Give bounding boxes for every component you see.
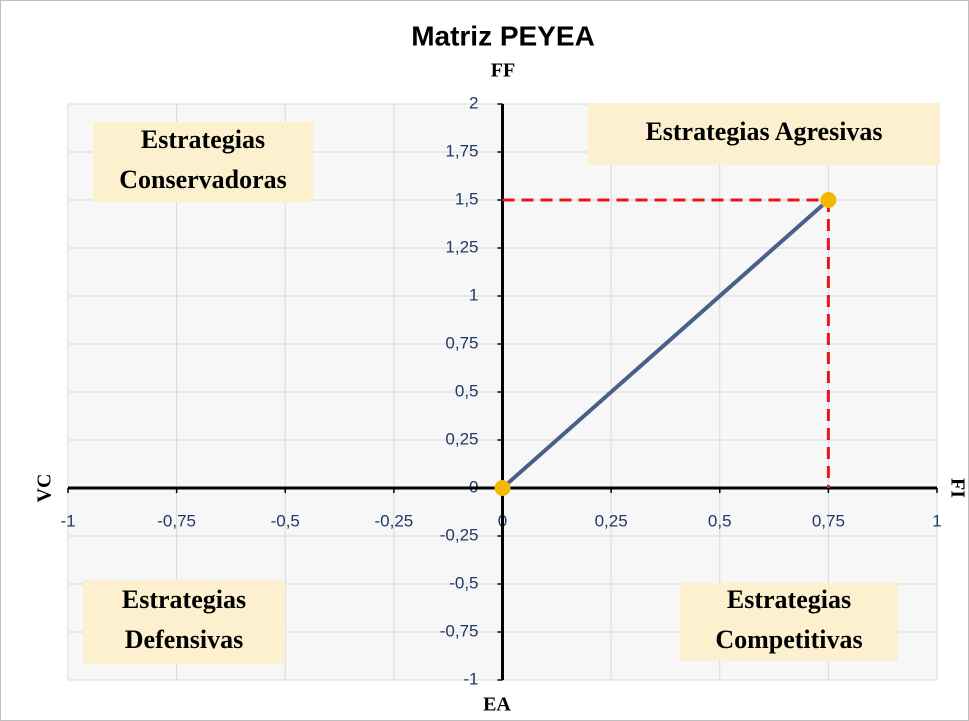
y-tick-label: 1,25 [445, 237, 478, 256]
x-tick-label: 1 [932, 511, 941, 530]
y-tick-label: 1 [469, 285, 478, 304]
axis-label-right: FI [946, 478, 968, 498]
y-tick-label: 0,75 [445, 333, 478, 352]
y-tick-label: -1 [463, 669, 478, 688]
annotation-box [680, 583, 898, 661]
annotation-text: Estrategias [141, 125, 265, 154]
y-tick-label: 0,5 [455, 381, 479, 400]
y-tick-label: -0,75 [440, 621, 479, 640]
data-line [501, 198, 830, 490]
annotation-box [93, 122, 313, 202]
x-tick-label: -0,75 [157, 511, 196, 530]
y-tick-label: 1,5 [455, 189, 479, 208]
y-tick-label: 1,75 [445, 141, 478, 160]
x-tick-label: 0,75 [812, 511, 845, 530]
annotation-text: Conservadoras [119, 165, 287, 194]
axis-label-top: FF [491, 60, 515, 82]
y-tick-label: -0,5 [449, 573, 478, 592]
y-tick-label: 0,25 [445, 429, 478, 448]
axis-label-bottom: EA [483, 694, 511, 716]
x-tick-label: -0,5 [271, 511, 300, 530]
annotation-text: Competitivas [715, 625, 862, 654]
annotation-text: Estrategias [122, 585, 246, 614]
annotation-text: Estrategias [727, 585, 851, 614]
chart-title: Matriz PEYEA [411, 20, 595, 51]
data-point [494, 480, 511, 496]
axis-label-left: VC [34, 474, 56, 503]
annotation-box [83, 580, 285, 664]
annotation-text: Defensivas [125, 625, 243, 654]
y-tick-label: -0,25 [440, 525, 479, 544]
y-tick-label: 2 [469, 93, 478, 112]
x-tick-label: -0,25 [375, 511, 414, 530]
x-tick-label: -1 [60, 511, 75, 530]
data-point [820, 192, 837, 208]
annotation-text: Estrategias Agresivas [645, 117, 882, 146]
x-tick-label: 0,5 [708, 511, 732, 530]
x-tick-label: 0,25 [595, 511, 628, 530]
annotation-box [588, 103, 940, 165]
